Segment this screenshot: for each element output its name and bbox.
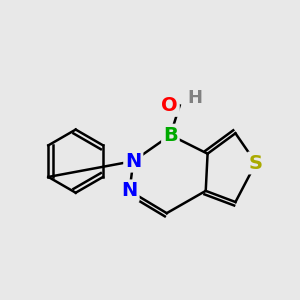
Text: H: H bbox=[187, 89, 202, 107]
Text: N: N bbox=[122, 182, 138, 200]
Text: S: S bbox=[249, 154, 263, 172]
Text: N: N bbox=[125, 152, 141, 171]
Text: O: O bbox=[161, 96, 178, 115]
Text: B: B bbox=[163, 126, 178, 145]
